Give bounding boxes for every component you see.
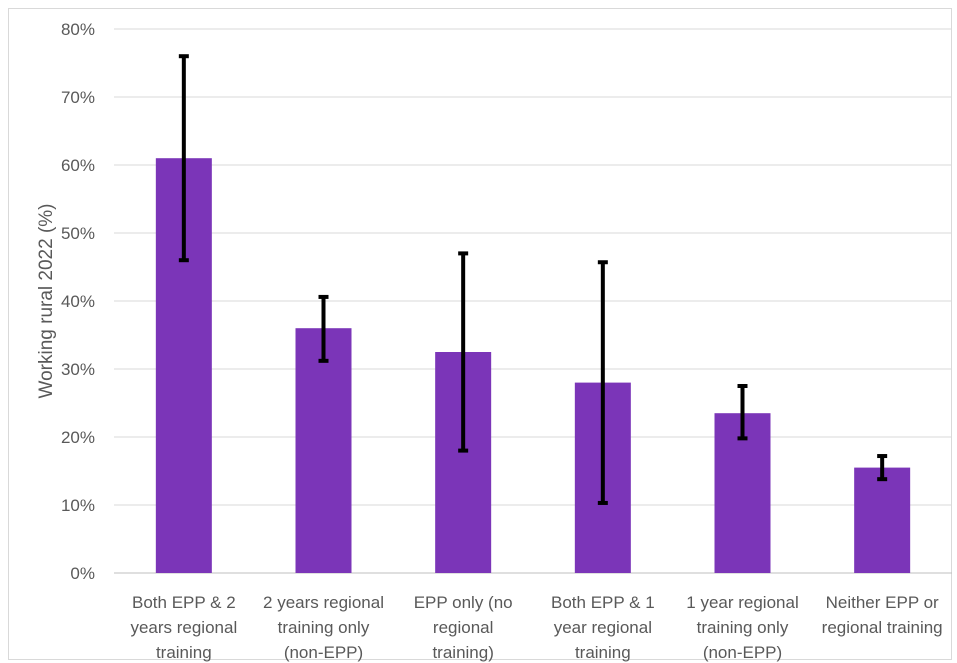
error-bar [318,294,329,363]
y-tick-label: 50% [61,224,95,243]
error-bar [458,251,469,453]
error-bar [597,260,608,505]
x-tick-labels: Both EPP & 2 years regional training 2 year… [130,593,942,662]
x-tick-label: Both EPP & 1 [551,593,655,612]
y-axis-label: Working rural 2022 (%) [36,203,57,398]
y-tick-label: 40% [61,292,95,311]
bar [854,467,911,573]
bar [295,328,352,573]
error-bar [877,454,888,482]
x-tick-label: training only [278,618,370,637]
y-tick-label: 80% [61,20,95,39]
x-tick-label: EPP only (no [414,593,513,612]
error-bars [178,54,888,505]
x-tick-label: Both EPP & 2 [132,593,236,612]
y-tick-label: 70% [61,88,95,107]
x-tick-label: 2 years regional [263,593,384,612]
x-tick-label: regional training [822,618,943,637]
bars [155,158,911,573]
x-tick-label: regional [433,618,494,637]
y-tick-label: 0% [70,564,95,583]
y-tick-label: 10% [61,496,95,515]
x-tick-label: years regional [130,618,237,637]
x-tick-label: (non-EPP) [284,643,363,662]
x-tick-label: training only [697,618,789,637]
x-tick-label: (non-EPP) [703,643,782,662]
x-tick-label: training [156,643,212,662]
y-tick-label: 60% [61,156,95,175]
y-tick-label: 30% [61,360,95,379]
x-tick-label: 1 year regional [686,593,798,612]
x-tick-label: Neither EPP or [826,593,939,612]
error-bar [178,54,189,263]
error-bar [737,384,748,441]
x-tick-label: year regional [554,618,652,637]
chart-frame [8,8,952,660]
y-tick-label: 20% [61,428,95,447]
y-tick-labels: 0% 10% 20% 30% 40% 50% 60% 70% 80% [61,20,95,583]
x-tick-label: training) [432,643,493,662]
gridlines [114,28,952,574]
x-tick-label: training [575,643,631,662]
